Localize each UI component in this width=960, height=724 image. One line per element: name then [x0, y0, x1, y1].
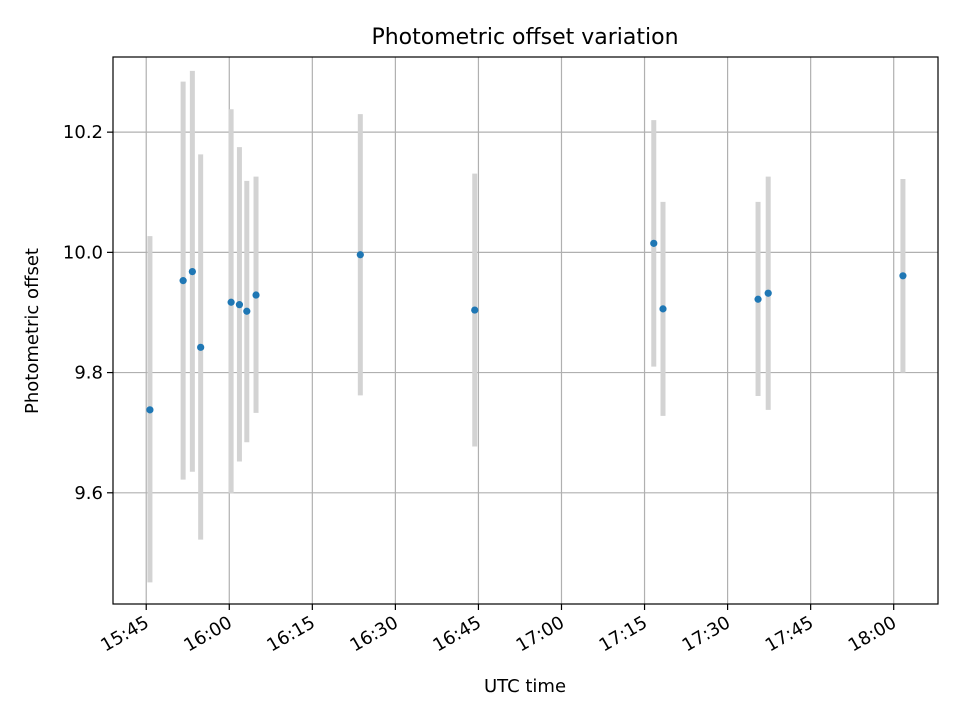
point-layer — [146, 239, 907, 414]
x-axis-label: UTC time — [484, 676, 566, 697]
data-point — [146, 406, 154, 414]
y-tick-label: 10.0 — [63, 242, 103, 263]
data-point — [899, 272, 907, 280]
data-point — [188, 267, 196, 276]
chart-title: Photometric offset variation — [371, 25, 678, 50]
x-tick-label: 17:15 — [596, 612, 651, 656]
data-point — [252, 291, 260, 299]
data-point — [754, 295, 762, 303]
data-point — [356, 251, 364, 259]
data-point — [659, 305, 667, 313]
y-axis-label: Photometric offset — [22, 248, 43, 414]
grid-layer — [113, 57, 938, 604]
data-point — [179, 277, 187, 285]
data-point — [197, 343, 205, 351]
data-point — [764, 289, 772, 297]
data-point — [235, 301, 244, 309]
x-tick-label: 16:00 — [180, 612, 235, 656]
y-tick-layer: 9.6 9.8 10.0 10.2 — [63, 122, 113, 504]
y-tick-label: 10.2 — [63, 122, 103, 143]
y-tick-label: 9.8 — [74, 363, 103, 384]
data-point — [243, 307, 251, 315]
x-tick-label: 16:45 — [430, 612, 485, 656]
errorbar-layer — [147, 70, 906, 583]
plot-frame — [112, 56, 939, 605]
x-tick-label: 17:45 — [762, 612, 817, 656]
x-tick-label: 17:30 — [679, 612, 734, 656]
data-point — [227, 298, 235, 306]
x-tick-label: 18:00 — [845, 612, 900, 656]
x-tick-label: 15:45 — [97, 612, 152, 656]
data-point — [471, 306, 479, 314]
x-tick-label: 16:15 — [263, 612, 318, 656]
data-point — [650, 239, 658, 247]
x-tick-layer: 15:45 16:00 16:15 16:30 16:45 17:00 17:15 17:30… — [97, 604, 900, 656]
x-tick-label: 17:00 — [513, 612, 568, 656]
y-tick-label: 9.6 — [74, 483, 103, 504]
x-tick-label: 16:30 — [346, 612, 401, 656]
